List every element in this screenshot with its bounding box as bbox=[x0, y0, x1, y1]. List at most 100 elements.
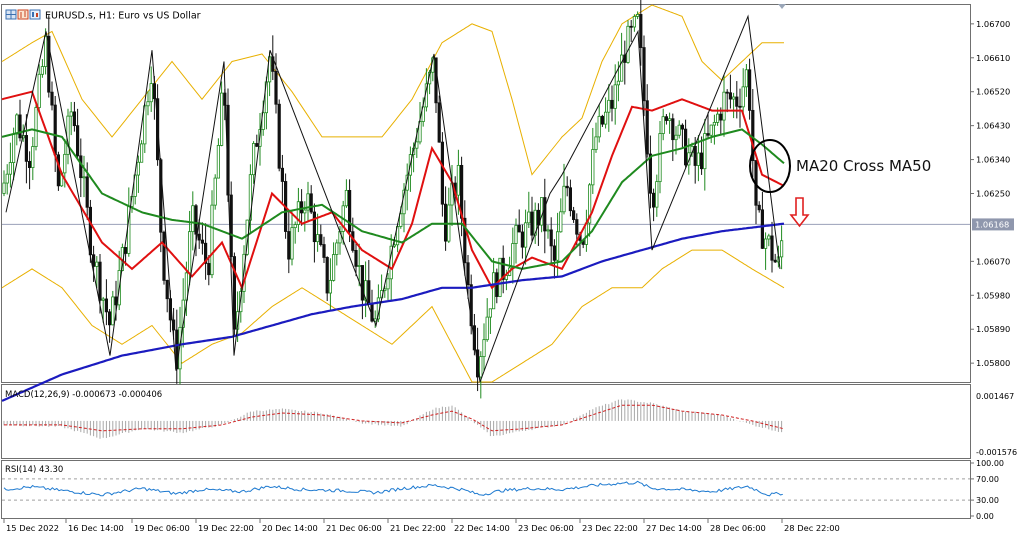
candle-body bbox=[344, 189, 349, 207]
cross-highlight-circle bbox=[749, 139, 791, 193]
candle-body bbox=[540, 197, 544, 226]
candle-body bbox=[668, 118, 672, 121]
price-panel bbox=[1, 0, 970, 402]
candle-body bbox=[95, 261, 99, 267]
candle-body bbox=[456, 164, 461, 196]
rsi-tick-label: 30.00 bbox=[976, 496, 999, 505]
candle-body bbox=[175, 329, 179, 370]
candle-body bbox=[642, 47, 646, 102]
current-price-tag bbox=[972, 218, 1014, 231]
ma20-line bbox=[1, 90, 785, 291]
candle-body bbox=[559, 211, 563, 233]
price-tick-label: 1.05890 bbox=[976, 324, 1010, 334]
candle-body bbox=[31, 146, 35, 168]
candle-body bbox=[530, 211, 534, 236]
candle-body bbox=[636, 14, 640, 17]
candle-body bbox=[363, 280, 368, 301]
candle-body bbox=[722, 91, 726, 121]
candle-body bbox=[709, 124, 713, 136]
candle-body bbox=[770, 235, 774, 261]
candle-body bbox=[76, 125, 80, 157]
candle-body bbox=[210, 204, 214, 276]
price-tick-label: 1.06250 bbox=[976, 189, 1010, 199]
candle-body bbox=[47, 35, 51, 93]
candle-body bbox=[92, 254, 96, 267]
candle-body bbox=[299, 201, 304, 214]
candle-body bbox=[98, 261, 102, 301]
macd-panel: 0.001467 -0.001576 bbox=[3, 392, 1017, 457]
candle-body bbox=[79, 155, 83, 179]
candle-body bbox=[386, 278, 390, 290]
price-tick-label: 1.06700 bbox=[976, 19, 1010, 29]
candle-body bbox=[716, 113, 720, 123]
candle-body bbox=[680, 124, 685, 130]
candle-body bbox=[466, 262, 470, 286]
price-tick-label: 1.06430 bbox=[976, 121, 1010, 131]
candle-body bbox=[664, 116, 669, 121]
down-arrow-icon bbox=[789, 197, 810, 228]
candle-body bbox=[533, 209, 537, 236]
candle-body bbox=[191, 205, 195, 233]
candle-body bbox=[741, 86, 745, 108]
candle-body bbox=[399, 213, 403, 227]
candle-body bbox=[139, 143, 144, 163]
candle-body bbox=[303, 209, 307, 214]
candle-body bbox=[594, 136, 598, 150]
time-tick-label: 20 Dec 14:00 bbox=[262, 523, 318, 533]
macd-signal-line bbox=[4, 404, 785, 432]
time-tick-label: 27 Dec 14:00 bbox=[646, 523, 702, 533]
candle-body bbox=[287, 231, 291, 260]
candle-body bbox=[216, 145, 220, 179]
candle-body bbox=[357, 265, 361, 267]
candle-body bbox=[648, 153, 653, 194]
price-tick-label: 1.06520 bbox=[976, 87, 1010, 97]
candle-body bbox=[469, 284, 473, 327]
rsi-panel: 100.00 70.00 30.00 0.00 bbox=[2, 459, 1004, 521]
time-axis: 15 Dec 2022 16 Dec 14:00 19 Dec 06:00 19 De… bbox=[3, 519, 840, 533]
candle-body bbox=[44, 35, 48, 67]
candle-body bbox=[328, 279, 333, 294]
candle-body bbox=[565, 185, 569, 189]
candle-body bbox=[309, 193, 313, 213]
candles-icon[interactable] bbox=[29, 9, 41, 20]
candle-body bbox=[111, 296, 115, 326]
candle-body bbox=[568, 187, 573, 212]
candle-body bbox=[290, 227, 294, 260]
macd-tick-label: 0.001467 bbox=[976, 392, 1014, 401]
time-tick-label: 19 Dec 22:00 bbox=[198, 523, 254, 533]
candle-body bbox=[696, 152, 701, 166]
candle-body bbox=[645, 100, 649, 155]
candle-body bbox=[728, 92, 733, 100]
candle-body bbox=[626, 25, 630, 63]
chart-grid-icon[interactable] bbox=[5, 9, 17, 20]
candle-body bbox=[5, 173, 9, 184]
price-tick-label: 1.06610 bbox=[976, 53, 1010, 63]
candle-body bbox=[274, 70, 278, 105]
bar-chart-icon[interactable] bbox=[17, 9, 29, 20]
candle-body bbox=[616, 80, 621, 86]
candle-body bbox=[725, 91, 729, 94]
candle-body bbox=[331, 254, 336, 281]
candle-body bbox=[639, 14, 643, 48]
candle-body bbox=[732, 96, 736, 100]
candle-body bbox=[85, 176, 89, 208]
candle-body bbox=[744, 69, 749, 88]
candle-body bbox=[63, 153, 67, 174]
candle-body bbox=[315, 234, 320, 243]
candle-body bbox=[610, 99, 614, 109]
candle-body bbox=[491, 272, 496, 310]
candle-body bbox=[552, 245, 557, 261]
price-axis: 1.06700 1.06610 1.06520 1.06430 1.06340 1.062… bbox=[970, 19, 1014, 368]
candle-body bbox=[88, 206, 92, 256]
candle-body bbox=[8, 162, 12, 175]
candle-body bbox=[764, 238, 768, 249]
rsi-tick-label: 0.00 bbox=[976, 512, 994, 521]
candle-body bbox=[629, 25, 633, 28]
candle-body bbox=[200, 239, 204, 244]
candle-body bbox=[101, 298, 105, 301]
time-tick-label: 21 Dec 06:00 bbox=[326, 523, 382, 533]
candle-body bbox=[159, 159, 163, 233]
candle-body bbox=[37, 73, 41, 108]
